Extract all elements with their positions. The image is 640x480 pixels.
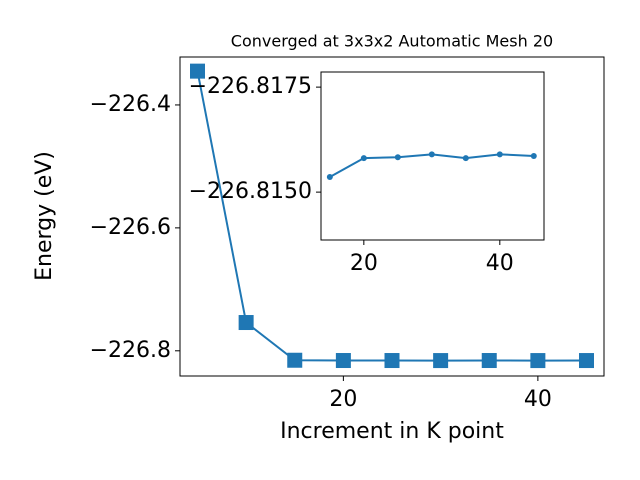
x-tick-label: 40 (486, 251, 514, 276)
marker (428, 151, 435, 158)
x-axis-label: Increment in K point (280, 419, 504, 444)
marker (190, 63, 206, 79)
marker (433, 353, 449, 369)
marker (462, 155, 469, 162)
marker (238, 315, 254, 331)
y-tick-label: −226.8150 (189, 179, 312, 204)
marker (578, 353, 594, 369)
marker (335, 353, 351, 369)
x-tick-label: 20 (329, 387, 357, 412)
y-tick-label: −226.8 (90, 338, 171, 363)
marker (326, 174, 333, 180)
y-axis-label: Energy (eV) (32, 151, 57, 281)
marker (530, 153, 537, 159)
marker (287, 352, 303, 368)
marker (481, 353, 497, 369)
x-tick-label: 20 (350, 251, 378, 276)
marker (394, 154, 401, 161)
axes-frame (179, 56, 605, 377)
marker (530, 353, 546, 369)
y-tick-label: −226.8175 (189, 74, 312, 99)
y-tick-label: −226.4 (90, 92, 171, 117)
marker (496, 151, 503, 158)
y-tick-label: −226.6 (90, 215, 171, 240)
chart-title: Converged at 3x3x2 Automatic Mesh 20 (231, 32, 553, 51)
axes-frame (320, 71, 545, 241)
x-tick-label: 40 (524, 387, 552, 412)
marker (384, 353, 400, 369)
marker (360, 155, 367, 162)
